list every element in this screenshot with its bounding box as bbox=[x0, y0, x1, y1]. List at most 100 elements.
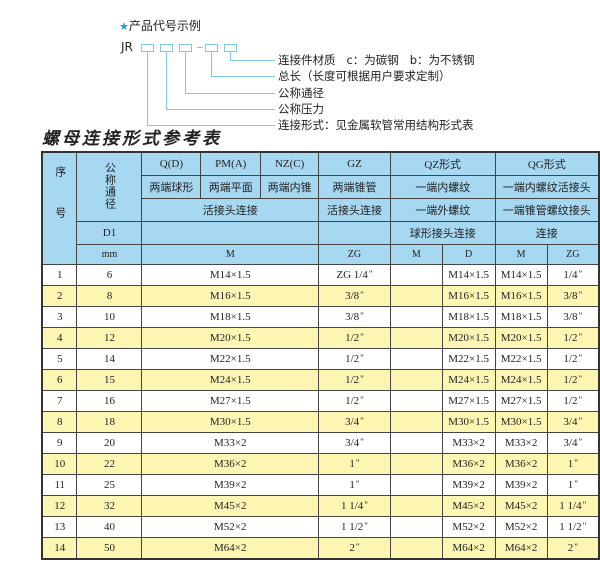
header-seq: 序号 bbox=[41, 151, 78, 265]
cell-no: 11 bbox=[41, 474, 78, 496]
table-row: 6 15 M24×1.5 1/2" M24×1.5 M24×1.5 1/2" bbox=[41, 369, 600, 391]
pipe-thread-size: 3/8 bbox=[345, 290, 360, 302]
cell-qz-d: M27×1.5 bbox=[441, 390, 496, 412]
inch-mark: " bbox=[355, 458, 360, 468]
cell-zg: ZG 1/4" bbox=[318, 264, 391, 286]
cell-d1: 6 bbox=[76, 264, 143, 286]
code-slot-box bbox=[141, 44, 154, 52]
cell-d1: 15 bbox=[76, 369, 143, 391]
cell-no: 12 bbox=[41, 495, 78, 517]
header-desc: 一端内螺纹活接头 bbox=[494, 175, 600, 199]
cell-qg-zg: 1/2" bbox=[546, 327, 600, 349]
pipe-thread-size: 1/2 bbox=[563, 374, 578, 386]
header-d1: D1 bbox=[76, 221, 143, 245]
cell-zg: 1/2" bbox=[318, 327, 391, 349]
cell-m: M52×2 bbox=[141, 516, 320, 538]
cell-qg-zg: 3/4" bbox=[546, 411, 600, 433]
table-row: 7 16 M27×1.5 1/2" M27×1.5 M27×1.5 1/2" bbox=[41, 390, 600, 412]
inch-mark: " bbox=[360, 374, 364, 384]
pipe-thread-size: 1/2 bbox=[345, 374, 360, 386]
inch-mark: " bbox=[578, 353, 583, 363]
cell-zg: 3/4" bbox=[318, 432, 391, 454]
inch-mark: " bbox=[582, 521, 587, 531]
header-desc: 连接 bbox=[494, 221, 600, 245]
pipe-thread-size: 1 bbox=[567, 458, 574, 470]
label-connection-form: 连接形式：见金属软管常用结构形式表 bbox=[278, 118, 474, 132]
cell-no: 8 bbox=[41, 411, 78, 433]
cell-no: 9 bbox=[41, 432, 78, 454]
cell-qz-d: M33×2 bbox=[441, 432, 496, 454]
pipe-thread-size: 3/4 bbox=[345, 416, 360, 428]
cell-qz-m bbox=[389, 348, 443, 370]
cell-qg-m: M18×1.5 bbox=[494, 306, 548, 328]
code-slot-box bbox=[179, 44, 192, 52]
inch-mark: " bbox=[360, 416, 364, 426]
cell-m: M14×1.5 bbox=[141, 264, 320, 286]
header-nz: NZ(C) bbox=[260, 151, 320, 176]
cell-qz-d: M45×2 bbox=[441, 495, 496, 517]
code-slot-box bbox=[205, 44, 218, 52]
cell-no: 13 bbox=[41, 516, 78, 538]
header-unit: M bbox=[494, 244, 548, 265]
cell-m: M30×1.5 bbox=[141, 411, 320, 433]
leader-line bbox=[166, 109, 275, 110]
cell-qg-m: M45×2 bbox=[494, 495, 548, 517]
pipe-thread-size: 1/2 bbox=[563, 332, 578, 344]
leader-line bbox=[211, 52, 212, 76]
pipe-thread-size: 2 bbox=[567, 542, 574, 554]
cell-m: M27×1.5 bbox=[141, 390, 320, 412]
cell-qz-d: M14×1.5 bbox=[441, 264, 496, 286]
pipe-thread-size: 1/2 bbox=[563, 395, 578, 407]
header-pm: PM(A) bbox=[200, 151, 262, 176]
label-length: 总长（长度可根据用户要求定制） bbox=[278, 69, 451, 83]
cell-d1: 50 bbox=[76, 537, 143, 560]
cell-d1: 18 bbox=[76, 411, 143, 433]
cell-qg-zg: 1/2" bbox=[546, 390, 600, 412]
pipe-thread-size: 3/8 bbox=[563, 290, 578, 302]
cell-qz-m bbox=[389, 411, 443, 433]
pipe-thread-size: 1/2 bbox=[345, 332, 360, 344]
header-unit: M bbox=[141, 244, 320, 265]
cell-qz-m bbox=[389, 306, 443, 328]
leader-line bbox=[166, 52, 167, 109]
inch-mark: " bbox=[360, 437, 364, 447]
cell-m: M24×1.5 bbox=[141, 369, 320, 391]
cell-zg: 3/4" bbox=[318, 411, 391, 433]
cell-zg: 1 1/2" bbox=[318, 516, 391, 538]
cell-zg: 1/2" bbox=[318, 390, 391, 412]
table-row: 12 32 M45×2 1 1/4" M45×2 M45×2 1 1/4" bbox=[41, 495, 600, 517]
pipe-thread-size: 1 bbox=[567, 479, 574, 491]
cell-qg-m: M36×2 bbox=[494, 453, 548, 475]
inch-mark: " bbox=[578, 437, 583, 447]
inch-mark: " bbox=[360, 290, 364, 300]
pipe-thread-size: 1 1/2 bbox=[559, 521, 582, 533]
inch-mark: " bbox=[578, 395, 583, 405]
header-desc: 一端锥管螺纹接头 bbox=[494, 198, 600, 222]
table-row: 4 12 M20×1.5 1/2" M20×1.5 M20×1.5 1/2" bbox=[41, 327, 600, 349]
cell-m: M16×1.5 bbox=[141, 285, 320, 307]
cell-qg-m: M52×2 bbox=[494, 516, 548, 538]
cell-d1: 25 bbox=[76, 474, 143, 496]
header-qg: QG形式 bbox=[494, 151, 600, 176]
cell-qg-m: M33×2 bbox=[494, 432, 548, 454]
inch-mark: " bbox=[578, 311, 583, 321]
cell-qz-d: M20×1.5 bbox=[441, 327, 496, 349]
cell-m: M33×2 bbox=[141, 432, 320, 454]
cell-no: 10 bbox=[41, 453, 78, 475]
header-unit: mm bbox=[76, 244, 143, 265]
cell-qz-m bbox=[389, 327, 443, 349]
cell-qz-d: M36×2 bbox=[441, 453, 496, 475]
table-row: 5 14 M22×1.5 1/2" M22×1.5 M22×1.5 1/2" bbox=[41, 348, 600, 370]
cell-no: 4 bbox=[41, 327, 78, 349]
cell-qg-m: M39×2 bbox=[494, 474, 548, 496]
cell-qz-d: M39×2 bbox=[441, 474, 496, 496]
cell-qg-zg: 2" bbox=[546, 537, 600, 560]
cell-qz-m bbox=[389, 453, 443, 475]
cell-zg: 1/2" bbox=[318, 348, 391, 370]
cell-d1: 14 bbox=[76, 348, 143, 370]
header-unit: ZG bbox=[546, 244, 600, 265]
cell-d1: 12 bbox=[76, 327, 143, 349]
cell-d1: 32 bbox=[76, 495, 143, 517]
leader-line bbox=[147, 125, 275, 126]
